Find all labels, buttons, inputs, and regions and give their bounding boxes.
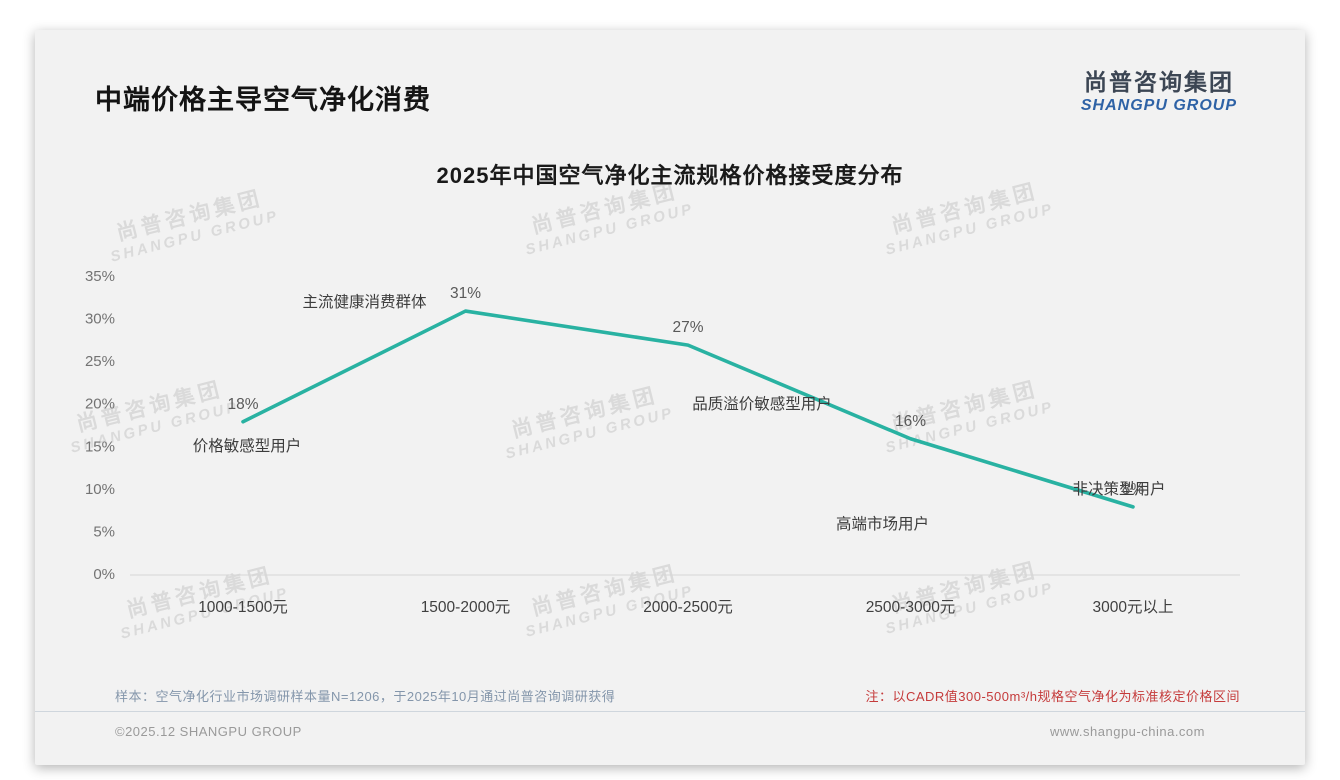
data-point-label: 8% (1122, 481, 1145, 498)
x-tick-label: 2000-2500元 (643, 599, 733, 616)
logo-text-zh: 尚普咨询集团 (1083, 69, 1234, 95)
company-logo: 尚普咨询集团 SHANGPU GROUP (1080, 69, 1237, 115)
chart-title: 2025年中国空气净化主流规格价格接受度分布 (436, 163, 904, 188)
data-point-label: 27% (672, 319, 703, 336)
x-tick-label: 3000元以上 (1093, 598, 1174, 616)
annotation-label: 非决策型用户 (1072, 480, 1165, 498)
y-tick-label: 35% (85, 268, 115, 285)
y-tick-label: 25% (85, 353, 115, 370)
page-title: 中端价格主导空气净化消费 (95, 85, 431, 115)
annotation-label: 价格敏感型用户 (193, 437, 302, 455)
data-point-label: 18% (227, 396, 258, 413)
y-tick-label: 5% (93, 523, 115, 540)
x-tick-label: 1000-1500元 (198, 599, 288, 616)
sample-footnote: 样本：空气净化行业市场调研样本量N=1206，于2025年10月通过尚普咨询调研… (115, 689, 616, 704)
data-point-label: 31% (450, 285, 481, 302)
data-point-label: 16% (895, 413, 926, 430)
annotation-label: 品质溢价敏感型用户 (692, 395, 832, 413)
logo-text-en: SHANGPU GROUP (1080, 97, 1237, 115)
annotation-label: 高端市场用户 (836, 515, 929, 533)
y-tick-label: 20% (85, 396, 115, 413)
price-acceptance-line-chart: 0% 5% 10% 15% 20% 25% 30% 35% 1000-1500元 1500-200… (85, 268, 1240, 616)
footer-website: www.shangpu-china.com (1049, 724, 1205, 739)
x-tick-label: 1500-2000元 (421, 599, 511, 616)
y-tick-label: 10% (85, 481, 115, 498)
footer-copyright: ©2025.12 SHANGPU GROUP (115, 724, 302, 739)
y-tick-label: 15% (85, 438, 115, 455)
footer-divider (35, 711, 1305, 712)
x-tick-label: 2500-3000元 (866, 599, 956, 616)
report-slide-card: 尚普咨询集团 SHANGPU GROUP 尚普咨询集团 SHANGPU GROUP 尚普… (35, 30, 1305, 765)
y-tick-label: 0% (93, 566, 115, 583)
y-tick-label: 30% (85, 311, 115, 328)
cadr-footnote: 注：以CADR值300-500m³/h规格空气净化为标准核定价格区间 (865, 689, 1240, 704)
acceptance-series-line (241, 309, 1135, 509)
annotation-label: 主流健康消费群体 (302, 293, 427, 311)
